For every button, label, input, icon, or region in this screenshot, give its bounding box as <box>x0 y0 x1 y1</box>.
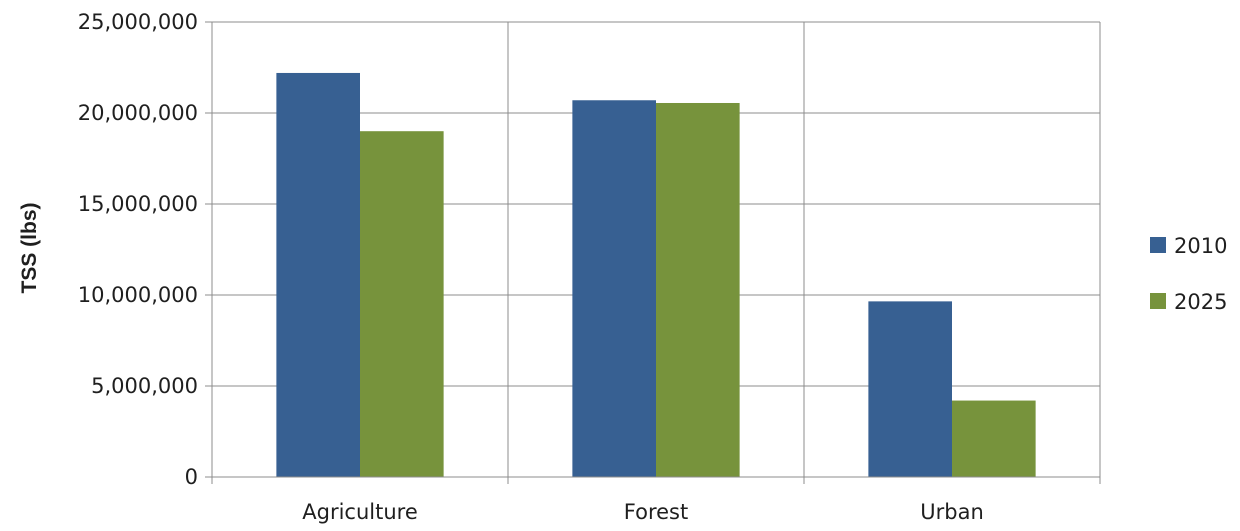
legend: 2010 2025 <box>1150 234 1227 314</box>
legend-label-2025: 2025 <box>1174 290 1227 314</box>
axes: 0 5,000,000 10,000,000 15,000,000 20,000,000… <box>78 10 1101 524</box>
bar-forest-2025 <box>656 102 740 478</box>
bar-forest-2010 <box>572 100 656 477</box>
legend-swatch-2010 <box>1150 237 1166 253</box>
bar-agriculture-2010 <box>276 72 360 478</box>
y-tick-label: 0 <box>185 465 198 489</box>
bar-urban-2010 <box>868 301 952 477</box>
x-category-label: Urban <box>920 500 984 524</box>
bar-agriculture-2025 <box>360 131 444 477</box>
legend-label-2010: 2010 <box>1174 234 1227 258</box>
bars <box>276 72 1036 478</box>
x-category-label: Agriculture <box>302 500 418 524</box>
y-axis-title: TSS (lbs) <box>18 202 41 293</box>
x-category-label: Forest <box>624 500 688 524</box>
y-tick-label: 20,000,000 <box>78 101 198 125</box>
y-tick-label: 10,000,000 <box>78 283 198 307</box>
y-tick-label: 25,000,000 <box>78 10 198 34</box>
bar-urban-2025 <box>952 400 1036 477</box>
y-tick-label: 15,000,000 <box>78 192 198 216</box>
y-tick-label: 5,000,000 <box>91 374 198 398</box>
legend-swatch-2025 <box>1150 293 1166 309</box>
